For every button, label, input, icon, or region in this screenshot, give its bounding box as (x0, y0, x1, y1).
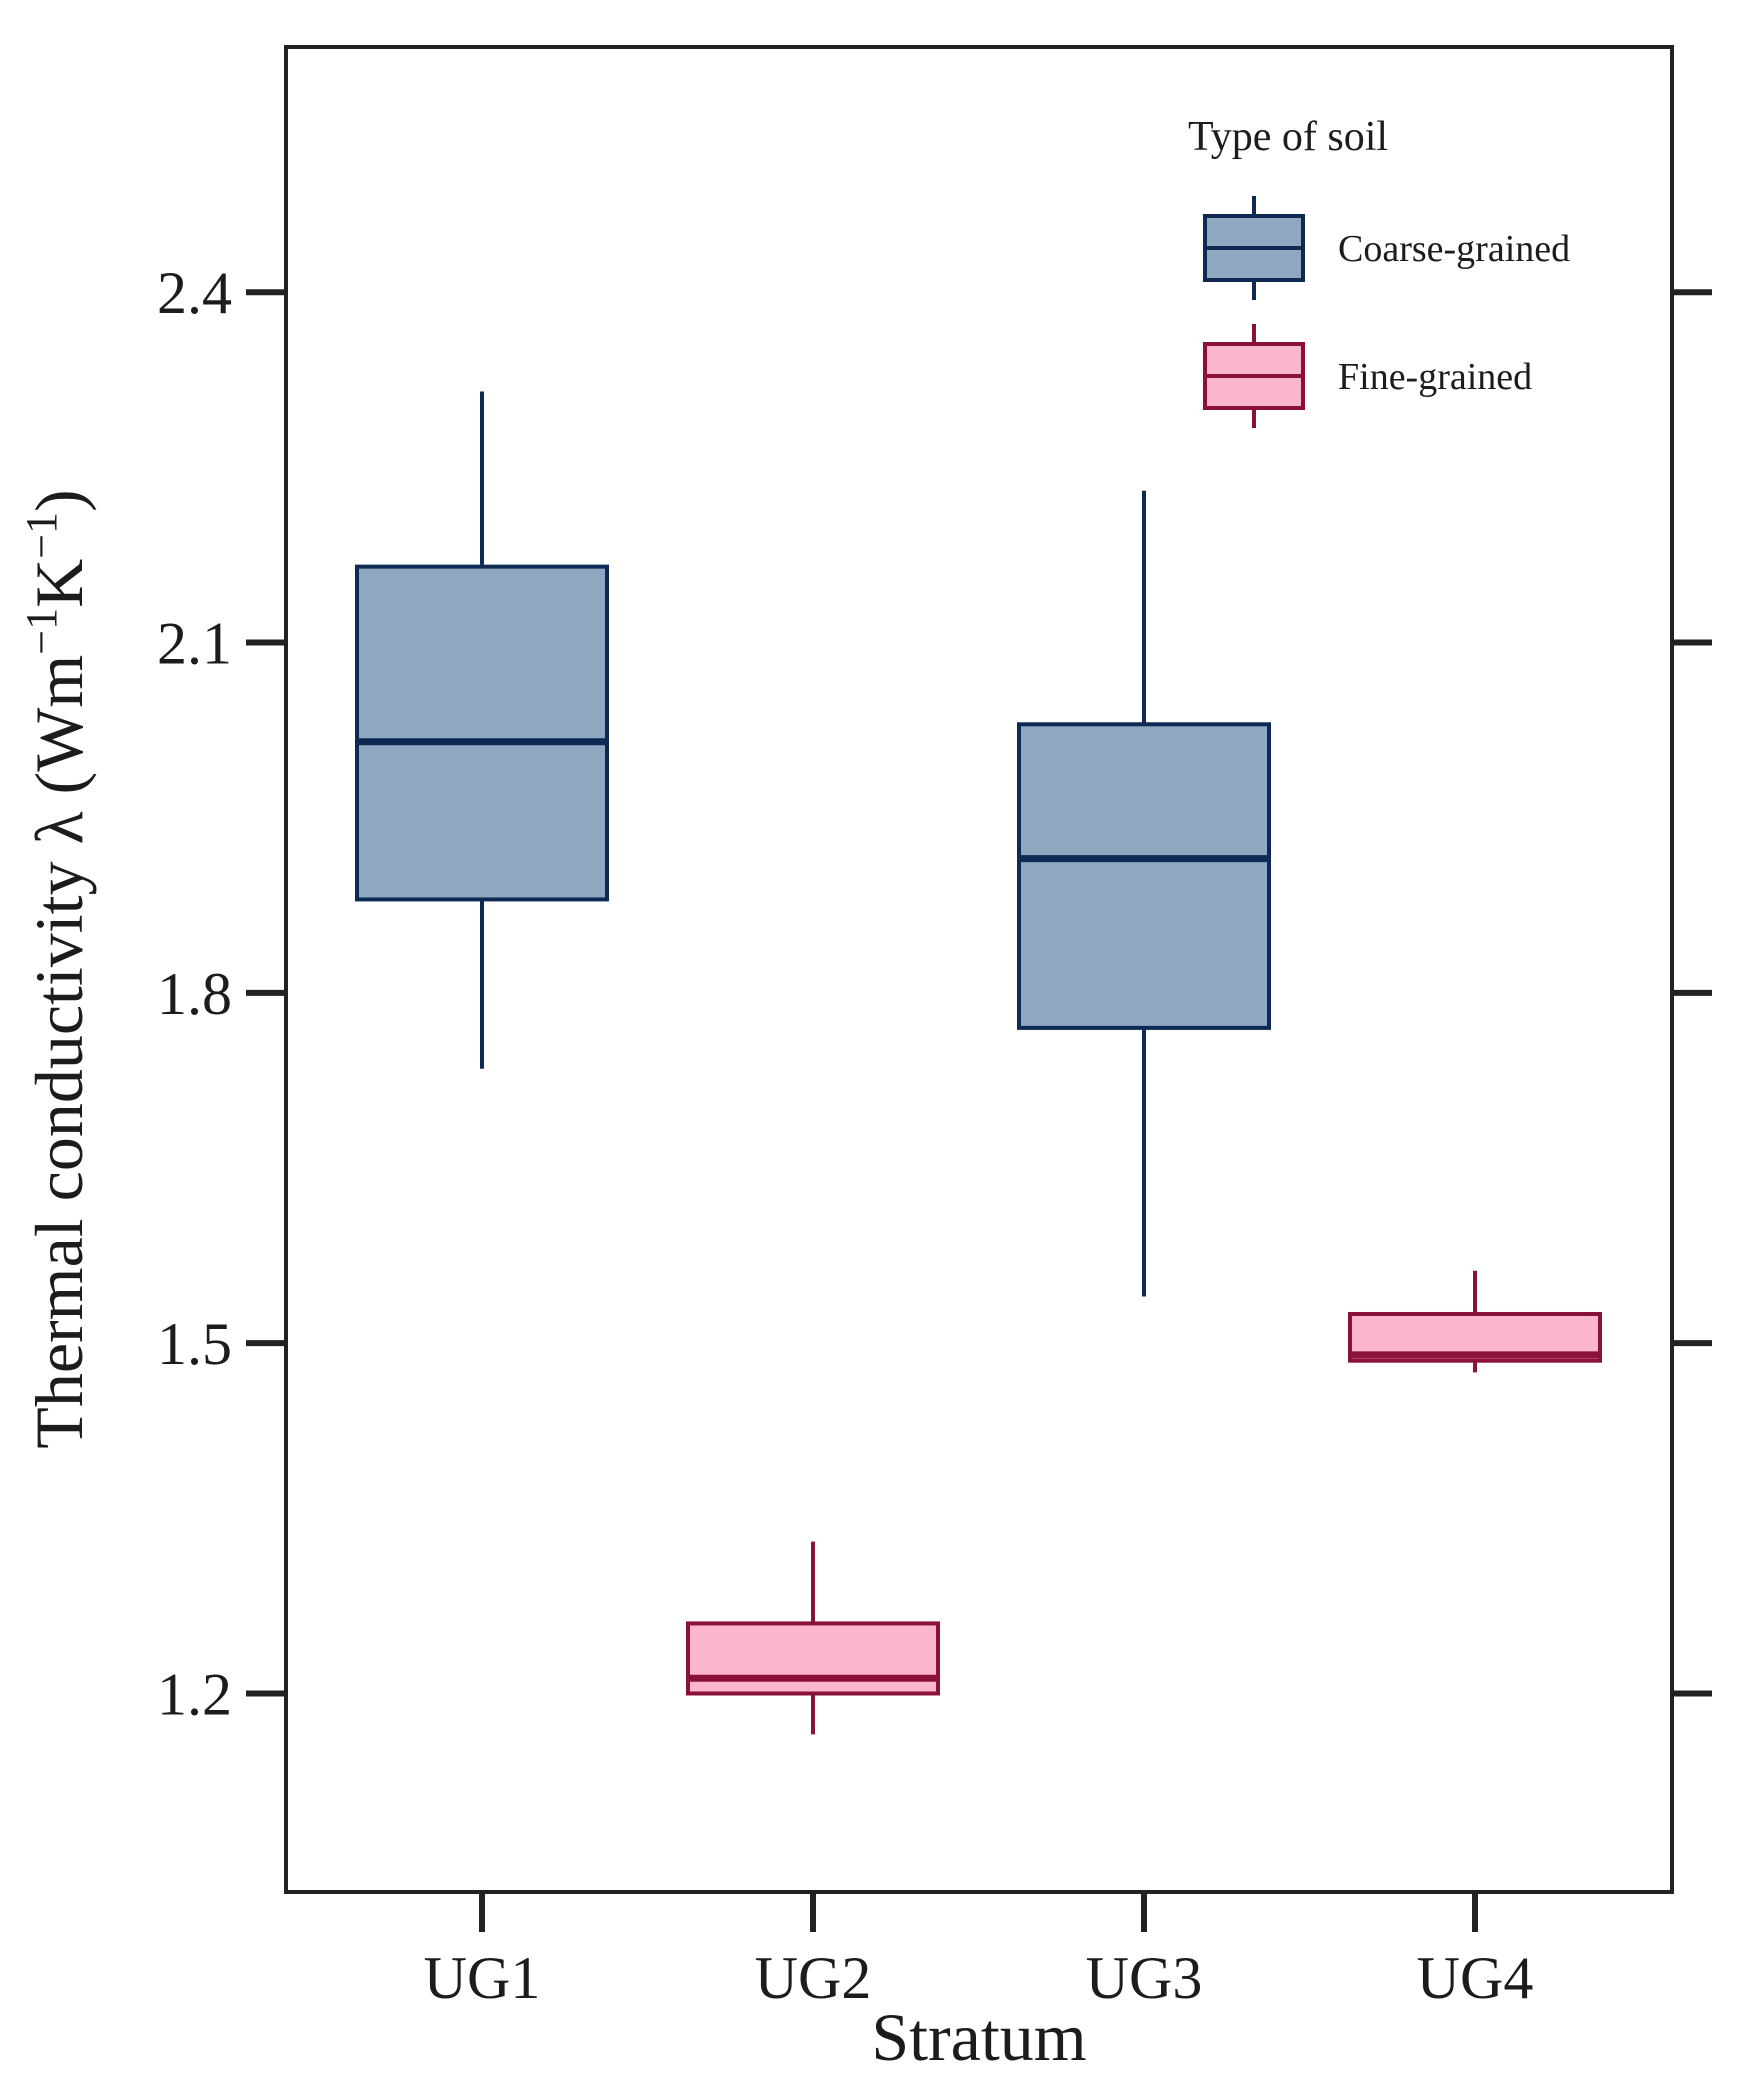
y-axis: 1.2 1.5 1.8 2.1 2.4 (157, 260, 286, 1727)
box-ug1 (355, 391, 609, 1069)
box-iqr (355, 564, 609, 902)
x-axis: UG1 UG2 UG3 UG4 (424, 1892, 1534, 2011)
legend-title: Type of soil (1188, 114, 1388, 160)
x-tick-label: UG2 (755, 1945, 872, 2011)
legend-label: Coarse-grained (1338, 228, 1570, 270)
legend-entry-coarse: Coarse-grained (1203, 196, 1570, 300)
box-ug2 (686, 1541, 940, 1735)
box-iqr (1017, 722, 1271, 1030)
legend-entry-fine: Fine-grained (1203, 324, 1532, 428)
x-tick-label: UG3 (1086, 1945, 1203, 2011)
box-ug3 (1017, 490, 1271, 1297)
y-axis-title-mid: K (21, 559, 97, 608)
box-iqr (686, 1621, 940, 1696)
x-tick-label: UG1 (424, 1945, 541, 2011)
box-ug4 (1348, 1270, 1602, 1373)
legend-label: Fine-grained (1338, 356, 1532, 398)
x-axis-title: Stratum (871, 1999, 1086, 2075)
y-axis-title-main: Thermal conductivity λ (Wm (21, 655, 97, 1449)
legend: Type of soil Coarse-grained Fine-grained (1188, 114, 1570, 428)
boxes-layer (355, 391, 1602, 1735)
y-tick-label: 1.8 (157, 961, 232, 1027)
right-y-ticks (1672, 289, 1712, 1697)
y-tick-label: 1.5 (157, 1311, 232, 1377)
y-tick-label: 1.2 (157, 1661, 232, 1727)
y-axis-title-sup1: −1 (17, 608, 66, 655)
y-tick-label: 2.4 (157, 260, 232, 326)
y-axis-title-end: ) (21, 489, 97, 512)
x-tick-label: UG4 (1417, 1945, 1534, 2011)
plot-frame (284, 45, 1674, 1894)
y-axis-title: Thermal conductivity λ (Wm−1K−1) (17, 489, 97, 1448)
y-tick-label: 2.1 (157, 611, 232, 677)
y-axis-title-sup2: −1 (17, 512, 66, 559)
